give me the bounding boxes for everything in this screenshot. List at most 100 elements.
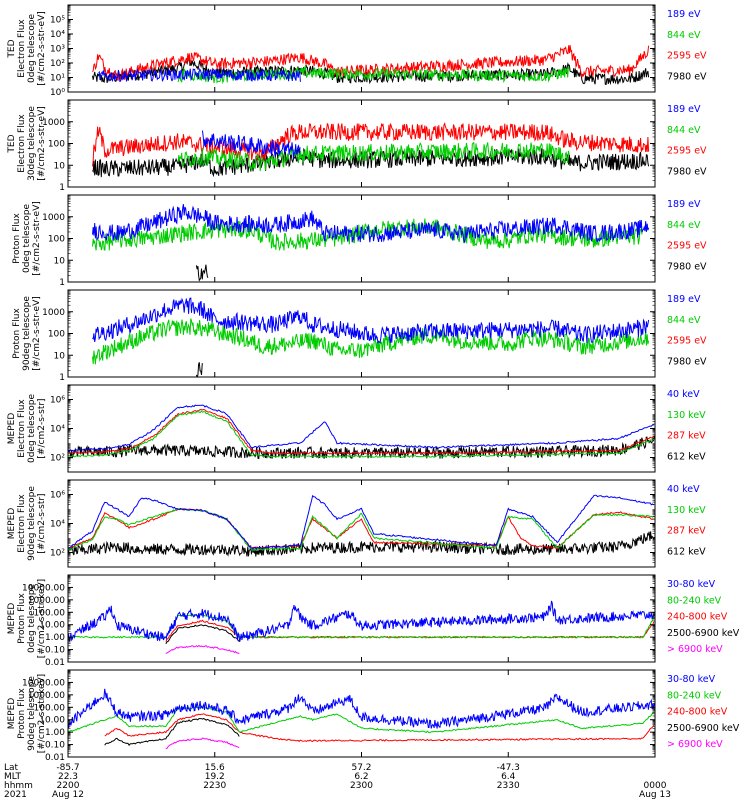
y-axis-label: TED — [7, 134, 17, 153]
y-tick-label: 0.01 — [45, 658, 65, 668]
y-tick-label: 100 — [48, 330, 65, 340]
y-axis-label: 0deg telescope — [27, 14, 37, 84]
y-tick-label: 10 — [54, 256, 66, 266]
y-tick-label: 100.00 — [34, 703, 66, 713]
x-tick-label: Aug 13 — [639, 790, 671, 800]
legend-entry: 2595 eV — [667, 146, 707, 157]
legend-entry: 30-80 keV — [667, 674, 716, 685]
y-tick-label: 0.01 — [45, 753, 65, 763]
y-tick-label: 10² — [50, 454, 65, 464]
panel-1: 10⁰ 10¹ 10² 10³ 10⁴ 10⁵ TED Electron Flux 0deg t… — [7, 4, 707, 98]
series-line-1 — [195, 362, 203, 377]
y-tick-label: 0.10 — [45, 646, 65, 656]
legend-entry: 30-80 keV — [667, 579, 716, 590]
legend-entry: 40 keV — [667, 389, 700, 400]
series-line-2 — [104, 717, 240, 747]
series-line-4 — [68, 494, 655, 550]
y-axis-label: MEPED — [7, 698, 17, 730]
panel-4: 1 10 100 1000 Proton Flux 90deg telescope [#/c… — [12, 289, 707, 383]
series-line-3 — [177, 141, 570, 172]
y-tick-label: 1 — [59, 373, 65, 383]
y-tick-label: 100 — [48, 140, 65, 150]
series-line-3 — [104, 713, 655, 743]
legend-entry: 7980 eV — [667, 262, 707, 273]
y-tick-label: 10² — [50, 549, 65, 559]
legend-entry: 130 keV — [667, 505, 706, 516]
y-axis-label: [#/cm2-s-str-eV] — [37, 106, 47, 181]
panel-6: 10² 10⁴ 10⁶ MEPED Electron Flux 90deg telesco… — [7, 479, 706, 568]
legend-entry: 80-240 keV — [667, 690, 722, 701]
y-axis-label: 0deg telescope — [22, 204, 32, 274]
series-line-2 — [68, 507, 654, 550]
x-row-label: 2021 — [4, 790, 27, 800]
y-tick-label: 10⁵ — [50, 16, 65, 26]
series-line-3 — [177, 65, 570, 85]
legend-entry: 189 eV — [667, 9, 701, 20]
series-line-1 — [68, 435, 655, 460]
y-axis-label: 90deg telescope — [27, 486, 37, 561]
panel-2: 1 10 100 1000 TED Electron Flux 30deg telescop… — [7, 99, 707, 193]
series-line-4 — [202, 130, 301, 159]
y-axis-label: Electron Flux — [17, 494, 27, 553]
series-line-1 — [68, 531, 655, 558]
y-axis-label: Proton Flux — [12, 213, 22, 264]
y-axis-label: [#/cm2-s-str-eV] — [37, 11, 47, 86]
legend-entry: 612 keV — [667, 547, 706, 558]
series-line-4 — [92, 204, 650, 244]
y-axis-label: MEPED — [7, 508, 17, 540]
y-tick-label: 1000 — [42, 213, 65, 223]
y-tick-label: 1000.00 — [28, 596, 65, 606]
legend-entry: 240-800 keV — [667, 612, 728, 623]
series-line-2 — [92, 45, 650, 81]
x-row-label: MLT — [4, 772, 22, 782]
y-tick-label: 10.00 — [39, 716, 65, 726]
y-tick-label: 1000 — [42, 308, 65, 318]
y-axis-label: 90deg telescope — [27, 676, 37, 751]
panel-7: 0.01 0.10 1.00 10.00 100.00 1000.00 10000.00 ME… — [7, 574, 740, 668]
y-tick-label: 10¹ — [50, 74, 65, 84]
series-line-4 — [68, 705, 655, 734]
x-tick-label: -47.3 — [497, 763, 520, 773]
y-axis-label: [#/cm2-s-str-eV] — [32, 201, 42, 276]
x-tick-label: 57.2 — [351, 763, 371, 773]
legend-entry: 80-240 keV — [667, 595, 722, 606]
x-tick-label: 2300 — [350, 781, 373, 791]
legend-entry: 7980 eV — [667, 72, 707, 83]
y-tick-label: 1 — [59, 278, 65, 288]
series-line-5 — [68, 688, 655, 729]
series-line-3 — [92, 318, 650, 365]
y-tick-label: 1.00 — [45, 633, 65, 643]
series-line-2 — [92, 122, 650, 167]
legend-entry: 287 keV — [667, 431, 706, 442]
legend-entry: 844 eV — [667, 315, 701, 326]
y-axis-label: Proton Flux — [17, 688, 27, 739]
y-tick-label: 10⁴ — [50, 425, 65, 435]
x-tick-label: -85.7 — [56, 763, 79, 773]
series-line-3 — [92, 218, 643, 252]
series-line-4 — [68, 404, 654, 452]
legend-entry: 2500-6900 keV — [667, 723, 740, 734]
panel-frame — [67, 4, 656, 93]
y-tick-label: 100 — [48, 235, 65, 245]
y-axis-label: [#/cm2-s-str-eV] — [32, 296, 42, 371]
x-tick-label: 22.3 — [58, 772, 78, 782]
series-line-4 — [98, 67, 301, 83]
y-tick-label: 1000 — [42, 118, 65, 128]
series-line-4 — [92, 297, 650, 344]
legend-entry: 287 keV — [667, 526, 706, 537]
y-tick-label: 10³ — [50, 45, 65, 55]
y-axis-label: Electron Flux — [17, 114, 27, 173]
legend-entry: 844 eV — [667, 125, 701, 136]
legend-entry: 7980 eV — [667, 167, 707, 178]
y-axis-label: Electron Flux — [17, 399, 27, 458]
y-axis-label: 0deg telescope — [27, 394, 37, 464]
y-axis-label: TED — [7, 39, 17, 58]
y-tick-label: 1000.00 — [28, 691, 65, 701]
legend-entry: 2595 eV — [667, 241, 707, 252]
x-tick-label: 6.4 — [501, 772, 516, 782]
legend-entry: 844 eV — [667, 30, 701, 41]
y-axis-label: MEPED — [7, 413, 17, 445]
x-tick-label: 19.2 — [205, 772, 225, 782]
legend-entry: > 6900 keV — [667, 644, 723, 655]
panel-3: 1 10 100 1000 Proton Flux 0deg telescope [#/cm… — [12, 194, 707, 288]
